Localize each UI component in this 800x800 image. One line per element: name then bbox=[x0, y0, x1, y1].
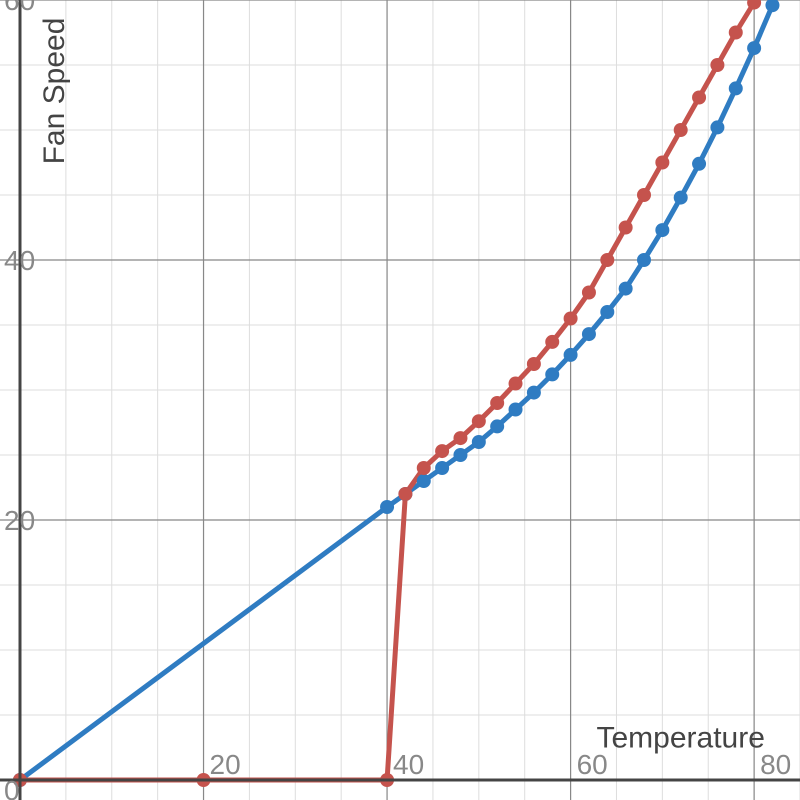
red-marker bbox=[490, 396, 504, 410]
red-marker bbox=[619, 221, 633, 235]
blue-marker bbox=[637, 253, 651, 267]
origin-label: 0 bbox=[4, 775, 20, 800]
blue-marker bbox=[545, 367, 559, 381]
y-tick-label: 60 bbox=[4, 0, 35, 16]
blue-marker bbox=[747, 41, 761, 55]
blue-marker bbox=[417, 474, 431, 488]
blue-marker bbox=[692, 157, 706, 171]
red-marker bbox=[564, 312, 578, 326]
red-marker bbox=[417, 461, 431, 475]
red-marker bbox=[729, 26, 743, 40]
blue-marker bbox=[564, 348, 578, 362]
x-tick-label: 20 bbox=[210, 749, 241, 780]
red-marker bbox=[637, 188, 651, 202]
blue-marker bbox=[674, 191, 688, 205]
red-marker bbox=[545, 335, 559, 349]
blue-marker bbox=[380, 500, 394, 514]
blue-marker bbox=[435, 461, 449, 475]
blue-marker bbox=[453, 448, 467, 462]
blue-marker bbox=[472, 435, 486, 449]
y-tick-label: 40 bbox=[4, 245, 35, 276]
red-marker bbox=[582, 286, 596, 300]
red-marker bbox=[655, 156, 669, 170]
blue-marker bbox=[527, 386, 541, 400]
red-marker bbox=[527, 357, 541, 371]
red-marker bbox=[453, 431, 467, 445]
blue-marker bbox=[710, 120, 724, 134]
red-marker bbox=[674, 123, 688, 137]
red-marker bbox=[710, 58, 724, 72]
red-marker bbox=[398, 487, 412, 501]
blue-marker bbox=[619, 282, 633, 296]
blue-marker bbox=[509, 403, 523, 417]
red-marker bbox=[509, 377, 523, 391]
fan-speed-chart: 204060802040600TemperatureFan Speed bbox=[0, 0, 800, 800]
blue-marker bbox=[582, 327, 596, 341]
red-marker bbox=[692, 91, 706, 105]
blue-marker bbox=[729, 81, 743, 95]
blue-marker bbox=[655, 223, 669, 237]
blue-marker bbox=[600, 305, 614, 319]
y-axis-label: Fan Speed bbox=[38, 18, 71, 165]
blue-marker bbox=[490, 419, 504, 433]
x-axis-label: Temperature bbox=[596, 722, 764, 755]
red-marker bbox=[472, 414, 486, 428]
y-tick-label: 20 bbox=[4, 505, 35, 536]
x-tick-label: 40 bbox=[393, 749, 424, 780]
red-marker bbox=[435, 444, 449, 458]
red-marker bbox=[600, 253, 614, 267]
